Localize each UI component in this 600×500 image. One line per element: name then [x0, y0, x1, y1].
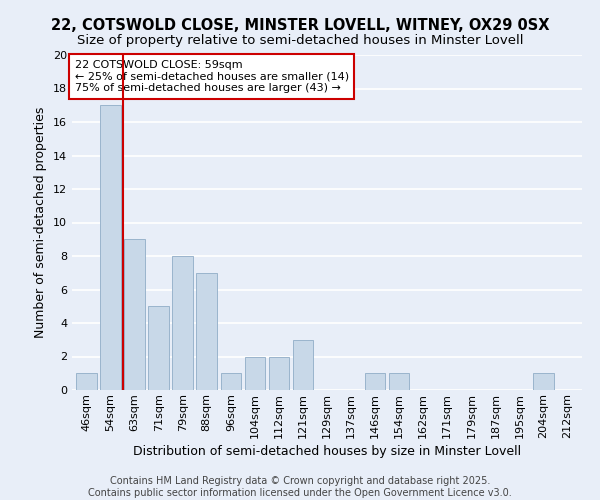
- Bar: [245, 356, 265, 390]
- Bar: [293, 340, 313, 390]
- Y-axis label: Number of semi-detached properties: Number of semi-detached properties: [34, 107, 47, 338]
- Bar: [533, 373, 554, 390]
- Bar: [389, 373, 409, 390]
- Bar: [100, 106, 121, 390]
- Bar: [148, 306, 169, 390]
- Bar: [172, 256, 193, 390]
- Bar: [196, 273, 217, 390]
- Bar: [365, 373, 385, 390]
- Text: 22 COTSWOLD CLOSE: 59sqm
← 25% of semi-detached houses are smaller (14)
75% of s: 22 COTSWOLD CLOSE: 59sqm ← 25% of semi-d…: [74, 60, 349, 93]
- Bar: [76, 373, 97, 390]
- Text: 22, COTSWOLD CLOSE, MINSTER LOVELL, WITNEY, OX29 0SX: 22, COTSWOLD CLOSE, MINSTER LOVELL, WITN…: [51, 18, 549, 32]
- Text: Contains HM Land Registry data © Crown copyright and database right 2025.
Contai: Contains HM Land Registry data © Crown c…: [88, 476, 512, 498]
- Bar: [269, 356, 289, 390]
- X-axis label: Distribution of semi-detached houses by size in Minster Lovell: Distribution of semi-detached houses by …: [133, 444, 521, 458]
- Text: Size of property relative to semi-detached houses in Minster Lovell: Size of property relative to semi-detach…: [77, 34, 523, 47]
- Bar: [221, 373, 241, 390]
- Bar: [124, 240, 145, 390]
